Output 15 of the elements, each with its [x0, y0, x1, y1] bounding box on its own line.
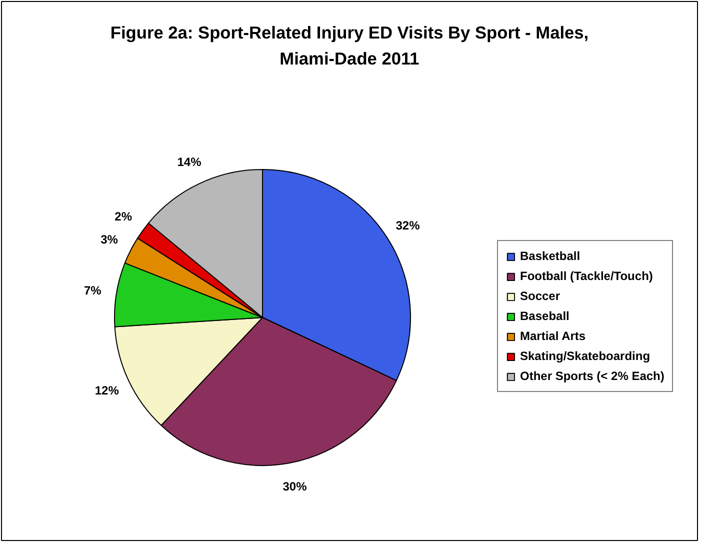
- data-label: 7%: [84, 284, 102, 298]
- legend-label: Football (Tackle/Touch): [520, 269, 653, 283]
- legend-label: Skating/Skateboarding: [520, 349, 650, 363]
- data-label: 30%: [282, 479, 308, 494]
- data-label: 3%: [100, 232, 118, 246]
- chart-title: Figure 2a: Sport-Related Injury ED Visits By Sport - Males, Miami-Dade 2011: [110, 22, 589, 68]
- data-label: 12%: [94, 384, 120, 398]
- legend-label: Martial Arts: [520, 329, 586, 343]
- legend-label: Basketball: [520, 249, 580, 263]
- data-label: 2%: [114, 209, 132, 224]
- data-label: 32%: [396, 218, 420, 232]
- legend-label: Soccer: [520, 289, 560, 303]
- legend-label: Baseball: [520, 309, 570, 323]
- data-label: 14%: [177, 154, 202, 169]
- legend-label: Other Sports (< 2% Each): [520, 369, 664, 383]
